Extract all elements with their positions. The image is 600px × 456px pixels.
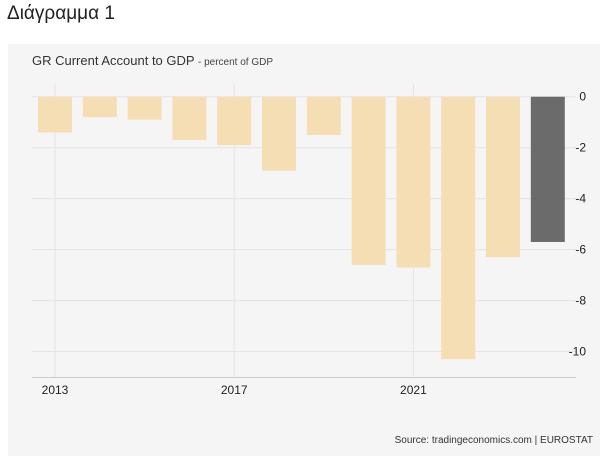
bar-2023 bbox=[486, 96, 520, 258]
bar-2021 bbox=[396, 96, 431, 268]
bar-2013 bbox=[38, 96, 72, 133]
x-tick-label: 2017 bbox=[221, 383, 248, 397]
x-tick-label: 2013 bbox=[42, 383, 69, 397]
bar-2019 bbox=[306, 96, 341, 135]
bar-2018 bbox=[262, 96, 296, 171]
bar-2020 bbox=[351, 96, 386, 265]
y-tick-label: -6 bbox=[575, 243, 586, 257]
bar-2014 bbox=[82, 96, 117, 118]
chart-title-text: GR Current Account to GDP bbox=[32, 53, 195, 68]
y-tick-label: -10 bbox=[569, 345, 587, 359]
source-text: Source: tradingeconomics.com | EUROSTAT bbox=[394, 435, 593, 446]
bar-layer bbox=[38, 96, 565, 360]
bar-2016 bbox=[172, 96, 207, 141]
y-tick-label: -4 bbox=[575, 192, 586, 206]
y-tick-label: -2 bbox=[575, 141, 586, 155]
page-heading: Διάγραμμα 1 bbox=[7, 3, 115, 24]
chart-title: GR Current Account to GDP - percent of G… bbox=[32, 53, 273, 68]
bar-2024 bbox=[530, 96, 565, 242]
axis-layer: 0 -2 -4 -6 -8 -10 2013 2017 2021 bbox=[32, 90, 586, 397]
chart-card: GR Current Account to GDP - percent of G… bbox=[8, 44, 600, 456]
bar-2015 bbox=[127, 96, 162, 120]
y-tick-label: 0 bbox=[579, 90, 586, 104]
bar-chart: 0 -2 -4 -6 -8 -10 2013 2017 2021 bbox=[32, 84, 586, 397]
x-tick-label: 2021 bbox=[400, 383, 427, 397]
chart-subtitle: - percent of GDP bbox=[197, 57, 273, 68]
bar-2022 bbox=[441, 96, 476, 360]
y-tick-label: -8 bbox=[575, 294, 586, 308]
bar-2017 bbox=[217, 96, 252, 146]
